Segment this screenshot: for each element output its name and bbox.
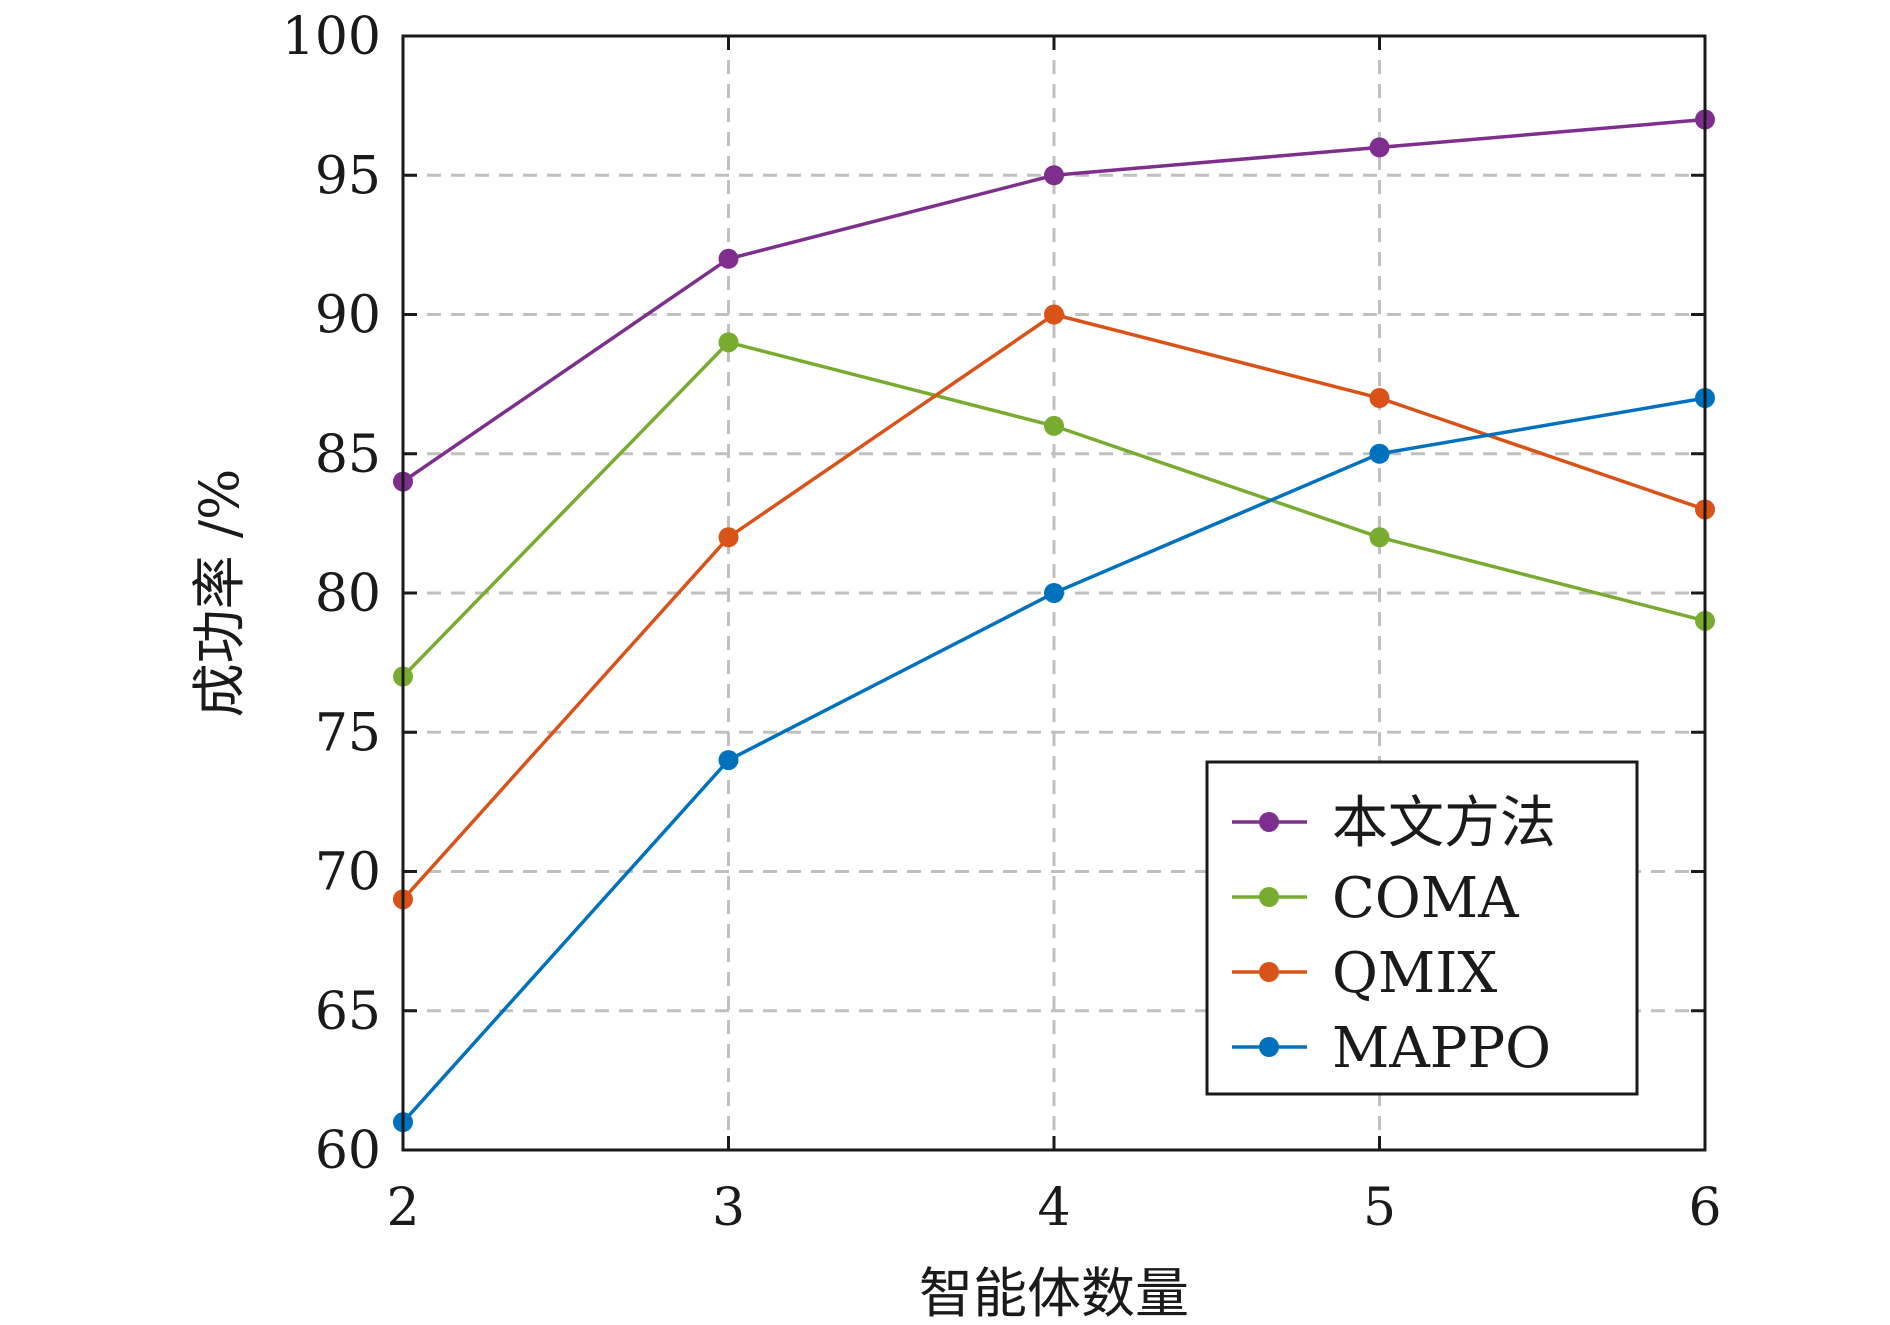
legend-marker-3 bbox=[1259, 1037, 1279, 1057]
y-tick-label: 80 bbox=[315, 564, 381, 624]
series-layer bbox=[393, 109, 1715, 1133]
y-tick-label: 100 bbox=[282, 7, 381, 67]
data-point-s2-3 bbox=[1369, 388, 1390, 409]
legend-marker-1 bbox=[1259, 887, 1279, 907]
y-tick-label: 90 bbox=[315, 286, 381, 346]
data-point-s0-2 bbox=[1044, 165, 1064, 186]
data-point-s3-1 bbox=[718, 750, 739, 771]
x-tick-label: 3 bbox=[712, 1178, 745, 1238]
data-point-s1-1 bbox=[718, 332, 739, 353]
legend-marker-0 bbox=[1259, 812, 1279, 832]
legend-label-1: COMA bbox=[1332, 866, 1519, 931]
legend-label-3: MAPPO bbox=[1332, 1016, 1551, 1081]
legend-label-0: 本文方法 bbox=[1332, 791, 1556, 856]
data-point-s2-1 bbox=[718, 527, 739, 548]
legend-box bbox=[1205, 760, 1639, 1096]
data-point-s0-3 bbox=[1369, 137, 1390, 158]
data-point-s1-3 bbox=[1369, 527, 1390, 548]
x-tick-label: 6 bbox=[1688, 1178, 1721, 1238]
tick-layer: 2 3 4 5 6 60 65 70 75 80 85 90 95 100 bbox=[282, 7, 1722, 1238]
y-tick-label: 75 bbox=[315, 703, 381, 763]
x-tick-label: 5 bbox=[1363, 1178, 1396, 1238]
data-point-s3-2 bbox=[1044, 583, 1064, 603]
data-point-s2-2 bbox=[1044, 304, 1064, 325]
x-tick-label: 4 bbox=[1037, 1178, 1070, 1238]
y-tick-label: 95 bbox=[315, 146, 381, 206]
legend: 本文方法 COMA QMIX MAPPO bbox=[1205, 760, 1639, 1096]
y-axis-title: 成功率 /% bbox=[188, 469, 251, 718]
y-tick-label: 60 bbox=[315, 1121, 381, 1181]
x-tick-label: 2 bbox=[386, 1178, 419, 1238]
y-tick-label: 85 bbox=[315, 425, 381, 485]
x-axis-title: 智能体数量 bbox=[919, 1262, 1189, 1320]
y-tick-label: 65 bbox=[315, 982, 381, 1042]
legend-label-2: QMIX bbox=[1332, 941, 1497, 1006]
data-point-s1-2 bbox=[1044, 415, 1064, 436]
data-point-s0-1 bbox=[718, 248, 739, 269]
y-tick-label: 70 bbox=[315, 843, 381, 903]
data-point-s3-3 bbox=[1369, 443, 1390, 464]
legend-marker-2 bbox=[1259, 962, 1279, 982]
series-line-1 bbox=[401, 340, 1706, 678]
